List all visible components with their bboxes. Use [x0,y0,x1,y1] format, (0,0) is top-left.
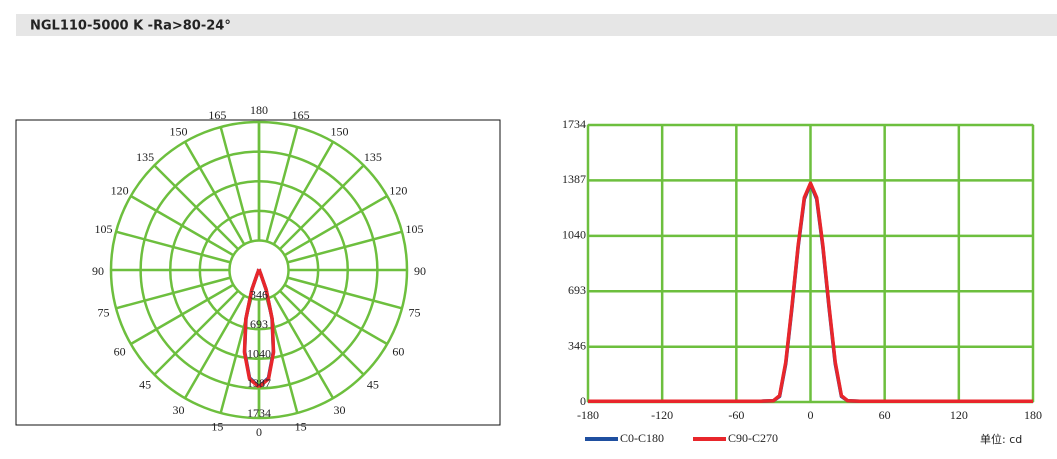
ring [139,150,379,390]
ring [198,209,320,331]
angle-label: 150 [170,124,188,138]
angle-label: 150 [331,124,349,138]
x-tick-label: 60 [879,408,891,422]
x-tick-label: -180 [577,408,599,422]
angle-label: 120 [111,183,129,197]
angle-label: 135 [136,150,154,164]
y-tick-label: 693 [568,283,586,297]
ring-label: 693 [250,317,268,331]
ring [228,239,290,301]
legend-label: C0-C180 [620,431,664,445]
angle-label: 15 [295,419,307,433]
x-tick-label: 180 [1024,408,1042,422]
angle-label: 135 [364,150,382,164]
ring-label: 346 [250,287,268,301]
angle-label: 30 [334,403,346,417]
angle-label: 165 [208,108,226,122]
angle-label: 165 [292,108,310,122]
unit-label: 单位: cd [980,432,1022,446]
angle-label: 105 [406,222,424,236]
angle-label: 60 [392,344,404,358]
angle-label: 15 [211,419,223,433]
x-tick-label: -60 [728,408,744,422]
ring [109,120,409,420]
y-tick-label: 346 [568,338,586,352]
ring-label: 1040 [247,347,271,361]
ring-label: 1734 [247,406,271,420]
angle-label: 180 [250,103,268,117]
page-title: NGL110-5000 K -Ra>80-24° [30,19,231,34]
y-tick-label: 0 [580,394,586,408]
legend-label: C90-C270 [728,431,778,445]
angle-label: 105 [94,222,112,236]
angle-label: 90 [414,264,426,278]
angle-label: 90 [92,264,104,278]
x-tick-label: 120 [950,408,968,422]
angle-label: 120 [389,183,407,197]
y-tick-label: 1734 [562,117,586,131]
polar-curve [257,268,276,389]
y-tick-label: 1040 [562,228,586,242]
angle-label: 45 [367,378,379,392]
y-tick-label: 1387 [562,172,586,186]
angle-label: 75 [97,305,109,319]
ring [168,179,350,361]
x-tick-label: -120 [651,408,673,422]
angle-label: 60 [114,344,126,358]
polar-frame [15,119,501,426]
ring-label: 1387 [247,376,271,390]
angle-label: 0 [256,425,262,439]
angle-label: 30 [173,403,185,417]
header-bar [16,14,1057,36]
series-line [588,181,1033,403]
angle-label: 45 [139,378,151,392]
x-tick-label: 0 [808,408,814,422]
angle-label: 75 [409,305,421,319]
